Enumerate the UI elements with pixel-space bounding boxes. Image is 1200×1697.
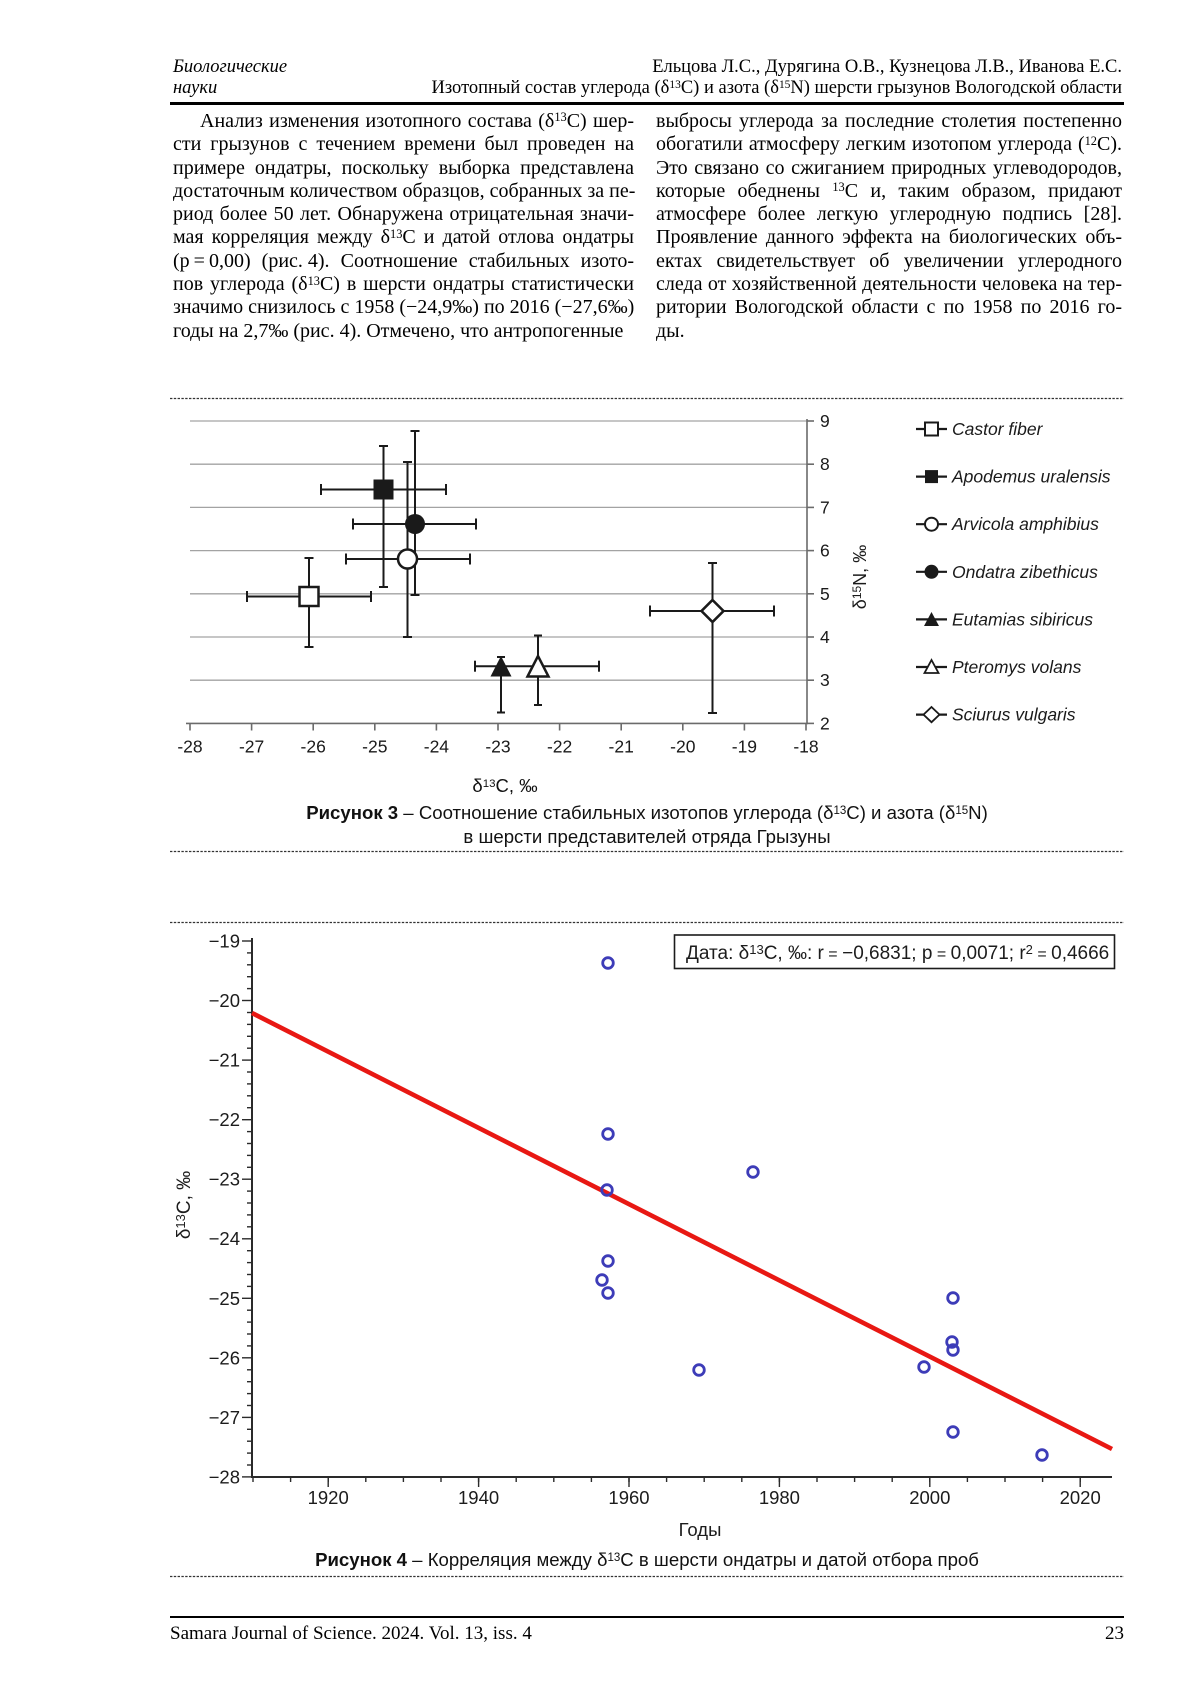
svg-text:Arvicola amphibius: Arvicola amphibius <box>951 514 1099 534</box>
svg-text:−25: −25 <box>209 1288 240 1309</box>
svg-text:Eutamias sibiricus: Eutamias sibiricus <box>952 609 1093 629</box>
svg-text:Дата: δ13C, ‰: r = −0,6831;: Дата: δ13C, ‰: r = −0,6831; p = 0,0071; … <box>686 942 1109 964</box>
svg-text:1960: 1960 <box>608 1487 649 1508</box>
svg-text:1920: 1920 <box>308 1487 349 1508</box>
svg-text:3: 3 <box>820 670 830 690</box>
svg-text:9: 9 <box>820 411 830 431</box>
svg-text:δ15N, ‰: δ15N, ‰ <box>850 545 870 609</box>
svg-text:7: 7 <box>820 497 830 517</box>
svg-text:−23: −23 <box>209 1169 240 1190</box>
svg-text:Sciurus vulgaris: Sciurus vulgaris <box>952 705 1076 725</box>
svg-text:-28: -28 <box>177 737 202 757</box>
svg-text:Ondatra zibethicus: Ondatra zibethicus <box>952 562 1098 582</box>
svg-text:1940: 1940 <box>458 1487 499 1508</box>
svg-text:2000: 2000 <box>909 1487 950 1508</box>
svg-text:4: 4 <box>820 627 830 647</box>
svg-text:δ13C, ‰: δ13C, ‰ <box>173 1171 195 1239</box>
svg-text:Apodemus uralensis: Apodemus uralensis <box>951 467 1111 487</box>
svg-text:-25: -25 <box>362 737 387 757</box>
svg-text:-18: -18 <box>793 737 818 757</box>
svg-text:−21: −21 <box>209 1050 240 1071</box>
svg-text:6: 6 <box>820 541 830 561</box>
svg-text:-21: -21 <box>609 737 634 757</box>
svg-text:Castor fiber: Castor fiber <box>952 419 1044 439</box>
svg-text:−22: −22 <box>209 1109 240 1130</box>
svg-text:−19: −19 <box>209 931 240 952</box>
svg-text:-20: -20 <box>670 737 696 757</box>
svg-text:−26: −26 <box>209 1347 240 1368</box>
svg-text:-22: -22 <box>547 737 572 757</box>
svg-text:Годы: Годы <box>679 1519 722 1540</box>
svg-text:5: 5 <box>820 584 830 604</box>
svg-text:Pteromys volans: Pteromys volans <box>952 657 1082 677</box>
svg-text:-23: -23 <box>485 737 510 757</box>
svg-text:-26: -26 <box>301 737 326 757</box>
svg-text:1980: 1980 <box>759 1487 800 1508</box>
svg-text:-27: -27 <box>239 737 264 757</box>
svg-text:−27: −27 <box>209 1407 240 1428</box>
svg-text:2020: 2020 <box>1060 1487 1101 1508</box>
svg-text:−28: −28 <box>209 1466 240 1487</box>
svg-text:-24: -24 <box>424 737 450 757</box>
svg-text:-19: -19 <box>732 737 757 757</box>
svg-text:2: 2 <box>820 713 830 733</box>
svg-text:−24: −24 <box>209 1228 240 1249</box>
svg-text:−20: −20 <box>209 990 240 1011</box>
svg-text:8: 8 <box>820 454 830 474</box>
